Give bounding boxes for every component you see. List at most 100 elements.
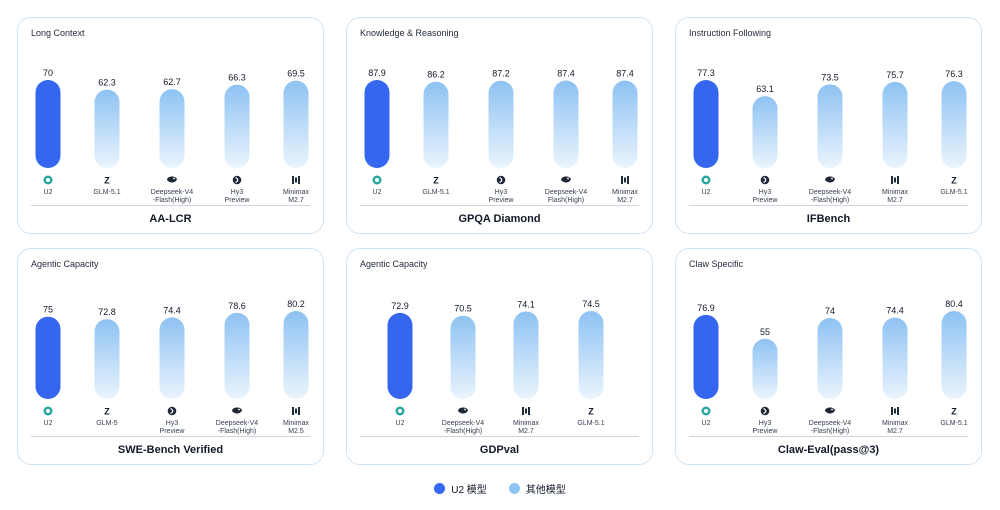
deepseek-logo-shape [561,176,571,183]
hy-logo-icon [760,175,770,185]
minimax-logo-icon [621,176,629,184]
deepseek-logo-shape [458,407,468,414]
bar-value-label: 74.5 [582,299,600,309]
bar-other [224,84,250,168]
panel-divider [689,436,968,437]
minimax-logo-bar-right [897,176,899,184]
deepseek-logo-eye [464,408,466,411]
minimax-logo-bar-left [292,176,294,184]
minimax-logo-icon [891,176,899,184]
hy-logo-swirl [763,176,767,184]
legend-swatch-others [508,483,520,494]
hy-logo-swirl [499,176,503,184]
bar-value-label: 70 [43,68,53,78]
bar-other [941,81,967,168]
x-tick-label: U2 [396,420,405,427]
glm-logo-icon: Z [104,407,110,417]
bar-chart: 70 U2 62.3 Z GLM-5.1 62.7 Deepseek-V4-Flash(Hi… [35,68,310,204]
bar-value-label: 66.3 [228,73,246,83]
u2-logo-icon [372,175,382,185]
bar-value-label: 76.3 [945,69,963,79]
u2-logo-core [704,409,708,413]
x-tick-label: Minimax [612,189,639,196]
glm-logo-glyph: Z [951,407,957,417]
legend-label-u2: U2 模型 [451,485,487,496]
hy-logo-shape [167,406,177,416]
x-tick-label: M2.7 [887,197,903,204]
panel-divider [31,436,310,437]
x-tick-label: Minimax [283,420,310,427]
bar-value-label: 87.2 [492,69,510,79]
bar-chart: 72.9 U2 70.5 Deepseek-V4-Flash(High) 74.1 Min… [387,299,605,435]
benchmark-name: SWE-Bench Verified [117,444,224,456]
minimax-logo-bar-right [298,407,300,415]
bar-other [752,96,778,168]
x-tick-label: Deepseek-V4 [809,420,852,427]
bar-other [882,317,908,399]
bar-value-label: 75 [43,305,53,315]
x-tick-label: U2 [373,189,382,196]
bar-value-label: 73.5 [821,72,839,82]
minimax-logo-icon [292,407,300,415]
u2-logo-icon [701,406,711,416]
hy-logo-shape [496,175,506,185]
x-tick-label: GLM-5.1 [940,420,967,427]
panel-category-label: Knowledge & Reasoning [360,28,459,38]
x-tick-label: -Flash(High) [811,428,850,435]
benchmark-panel: Knowledge & Reasoning 87.9 U2 86.2 Z GLM-5.1 8… [346,17,653,234]
bar-value-label: 62.7 [163,77,181,87]
bar-value-label: 78.6 [228,301,246,311]
hy-logo-icon [167,406,177,416]
glm-logo-glyph: Z [104,176,110,186]
x-tick-label: -Flash(High) [153,197,192,204]
x-tick-label: Deepseek-V4 [545,189,588,196]
x-tick-label: Preview [225,197,251,204]
bar-other [159,89,185,168]
bar-other [94,89,120,168]
panel-category-label: Long Context [31,28,85,38]
hy-logo-swirl [235,176,239,184]
minimax-logo-bar-right [298,176,300,184]
benchmark-panel: Instruction Following 77.3 U2 63.1 Hy3 Previe… [675,17,982,234]
panel-category-label: Agentic Capacity [360,259,428,269]
bar-value-label: 74.4 [886,306,904,316]
x-tick-label: M2.7 [518,428,534,435]
deepseek-logo-icon [825,407,835,414]
bar-value-label: 87.9 [368,68,386,78]
benchmark-name: AA-LCR [149,213,192,225]
x-tick-label: Hy3 [166,420,179,427]
x-tick-label: Hy3 [759,420,772,427]
minimax-logo-icon [292,176,300,184]
hy-logo-swirl [763,407,767,415]
panel-category-label: Agentic Capacity [31,259,99,269]
bar-u2 [35,316,61,399]
deepseek-logo-shape [167,176,177,183]
glm-logo-icon: Z [951,176,957,186]
x-tick-label: U2 [702,420,711,427]
glm-logo-icon: Z [588,407,594,417]
minimax-logo-bar-left [522,407,524,415]
panel-divider [360,205,639,206]
minimax-logo-icon [891,407,899,415]
minimax-logo-bar-mid [295,177,297,183]
deepseek-logo-shape [825,407,835,414]
deepseek-logo-eye [238,408,240,411]
bar-other [752,338,778,399]
bar-value-label: 75.7 [886,70,904,80]
benchmark-name: GDPval [479,444,520,456]
bar-u2 [693,80,719,168]
x-tick-label: M2.5 [288,428,304,435]
hy-logo-shape [760,175,770,185]
bar-other [488,80,514,168]
u2-logo-icon [43,175,53,185]
x-tick-label: U2 [44,420,53,427]
minimax-logo-bar-mid [894,177,896,183]
bar-u2 [693,314,719,399]
u2-logo-core [704,178,708,182]
hy-logo-swirl [170,407,174,415]
x-tick-label: Preview [753,428,779,435]
x-tick-label: GLM-5.1 [422,189,449,196]
hy-logo-icon [496,175,506,185]
deepseek-logo-icon [458,407,468,414]
glm-logo-icon: Z [433,176,439,186]
